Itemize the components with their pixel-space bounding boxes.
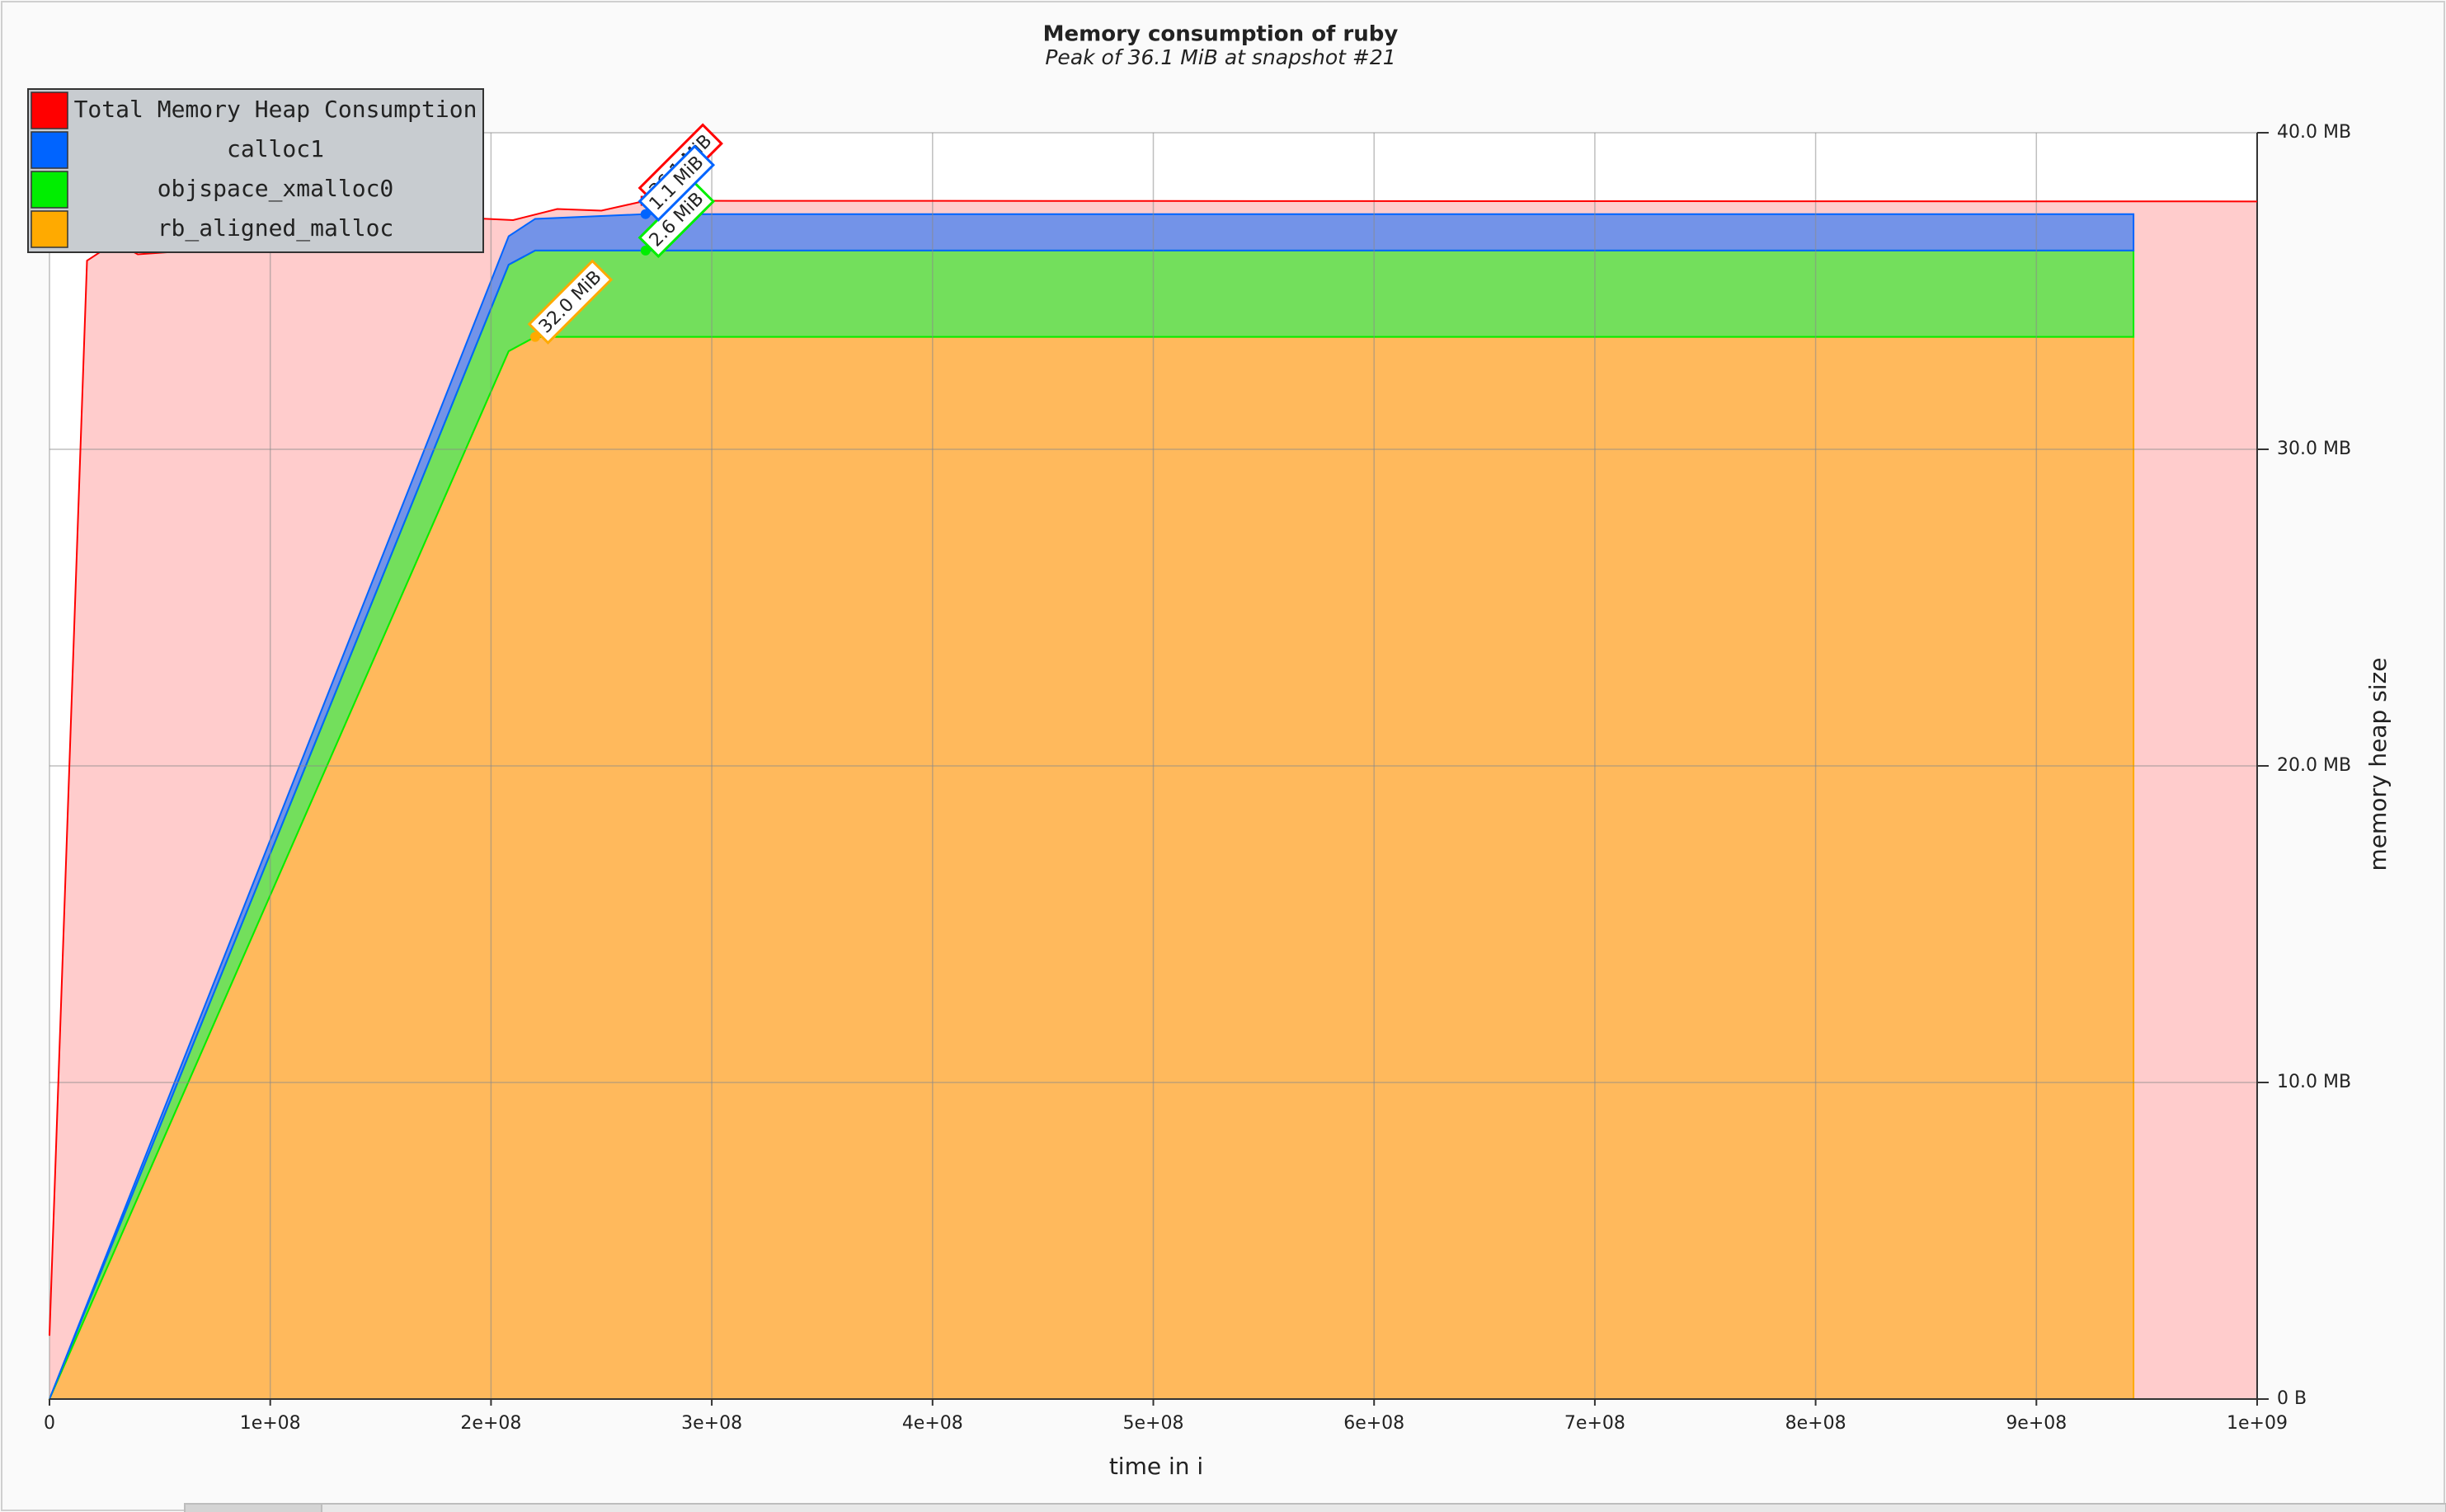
legend-label: Total Memory Heap Consumption (74, 96, 477, 123)
areas (48, 200, 2257, 1400)
y-tick-label: 30.0 MB (2277, 439, 2351, 459)
x-tick-label: 1e+09 (2227, 1413, 2288, 1434)
stacked-area (49, 213, 2135, 1400)
x-tick-label: 8e+08 (1785, 1413, 1846, 1434)
y-tick-label: 0 B (2277, 1388, 2307, 1409)
legend: Total Memory Heap Consumption calloc1 objs… (27, 88, 484, 253)
x-tick-label: 1e+08 (240, 1413, 301, 1434)
value-label-box (637, 144, 716, 222)
value-label-box (527, 259, 614, 345)
x-tick-label: 5e+08 (1123, 1413, 1184, 1434)
legend-box (27, 88, 484, 253)
x-tick-label: 9e+08 (2006, 1413, 2067, 1434)
legend-label: calloc1 (227, 135, 324, 162)
x-tick-label: 0 (44, 1413, 55, 1434)
legend-swatch (31, 210, 68, 248)
y-axis-label: memory heap size (2364, 658, 2392, 871)
axes: 0 1e+08 2e+08 3e+08 4e+08 5e+08 6e+08 7e+08 8e+0… (44, 122, 2351, 1434)
legend-label: objspace_xmalloc0 (158, 175, 394, 203)
y-tick-label: 10.0 MB (2277, 1072, 2351, 1092)
label-point (640, 209, 651, 219)
x-tick-label: 3e+08 (681, 1413, 742, 1434)
label-point (640, 245, 651, 256)
chart-subtitle: Peak of 36.1 MiB at snapshot #21 (1045, 45, 1395, 69)
x-tick-label: 6e+08 (1343, 1413, 1404, 1434)
x-tick-label: 4e+08 (902, 1413, 963, 1434)
legend-swatch (31, 131, 68, 169)
x-axis-label: time in i (1109, 1453, 1203, 1480)
legend-swatch (31, 92, 68, 129)
y-tick-label: 20.0 MB (2277, 755, 2351, 776)
y-tick-label: 40.0 MB (2277, 122, 2351, 143)
label-point (529, 331, 540, 342)
chart-title: Memory consumption of ruby (1043, 22, 1399, 47)
legend-swatch (31, 171, 68, 209)
legend-label: rb_aligned_malloc (158, 214, 394, 242)
x-tick-label: 7e+08 (1564, 1413, 1625, 1434)
x-tick-label: 2e+08 (460, 1413, 521, 1434)
scroll-strip[interactable] (184, 1503, 2446, 1512)
scroll-tab[interactable] (184, 1503, 322, 1512)
